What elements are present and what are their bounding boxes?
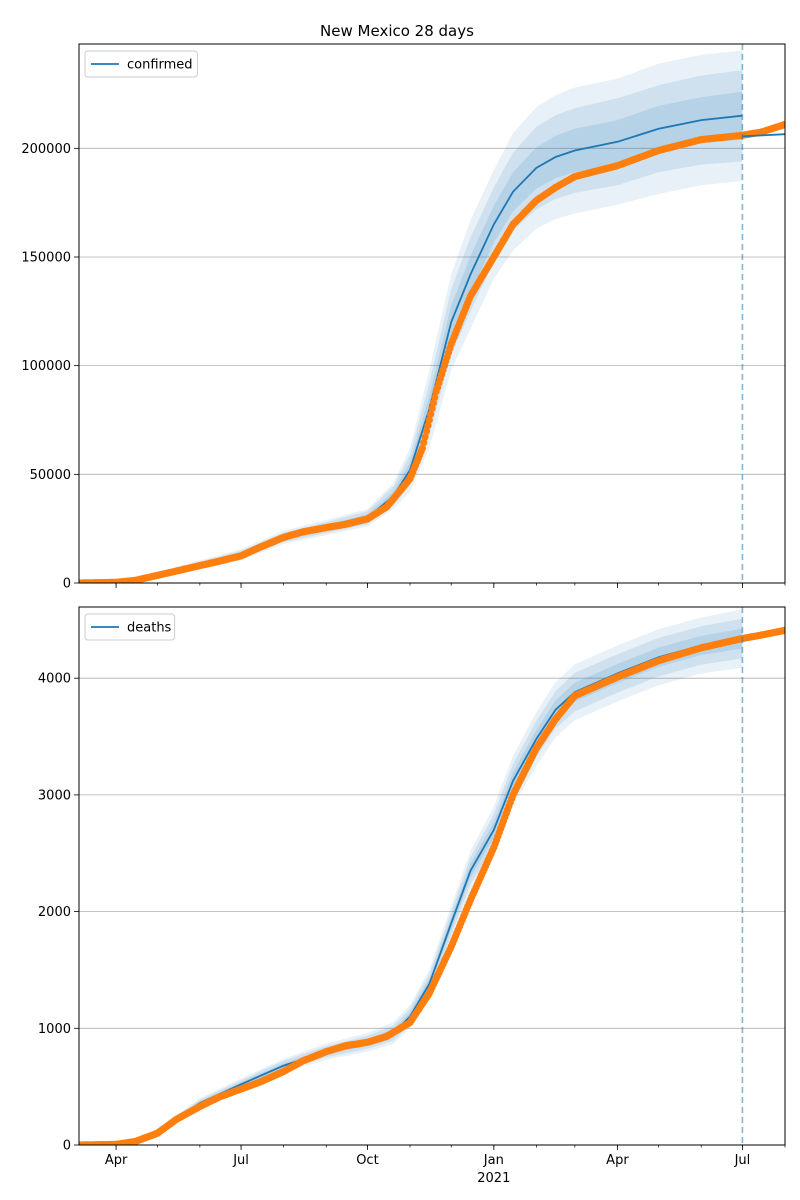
data-area	[79, 609, 785, 1145]
confirmed-chart-panel: New Mexico 28 days 0 50000 100000 150000 200…	[21, 22, 786, 592]
y-tick-label: 2000	[38, 905, 71, 920]
y-tick-label: 200000	[21, 142, 71, 157]
observed-point	[418, 444, 426, 452]
x-tick-label: Apr	[105, 1153, 128, 1168]
y-tick-label: 50000	[30, 468, 71, 483]
x-tick-label: Oct	[356, 1153, 378, 1168]
legend-label: deaths	[127, 621, 172, 636]
x-tick-sublabel: 2021	[477, 1171, 510, 1186]
axes-frame	[78, 43, 786, 584]
legend: deaths	[84, 613, 176, 641]
observed-point	[429, 399, 437, 407]
x-tick-label: Jul	[232, 1153, 249, 1168]
legend: confirmed	[84, 50, 198, 78]
data-area	[79, 50, 785, 583]
observed-point	[427, 410, 435, 418]
axes-frame	[78, 606, 786, 1146]
y-tick-label: 1000	[38, 1022, 71, 1037]
observed-point	[420, 439, 428, 447]
legend-box	[84, 613, 176, 641]
observed-point	[428, 405, 436, 413]
observed-point	[781, 626, 785, 634]
uncertainty-band	[79, 50, 743, 583]
uncertainty-band	[79, 628, 743, 1145]
y-tick-label: 4000	[38, 672, 71, 687]
chart-title: New Mexico 28 days	[320, 22, 474, 40]
observed-point	[425, 416, 433, 424]
legend-box	[84, 50, 198, 78]
y-tick-label: 3000	[38, 788, 71, 803]
model-line	[79, 637, 743, 1145]
legend-label: confirmed	[127, 58, 193, 73]
x-tick-label: Apr	[606, 1153, 629, 1168]
y-tick-label: 0	[63, 577, 71, 592]
reference-line	[742, 133, 785, 138]
uncertainty-band	[79, 618, 743, 1145]
observed-point	[421, 433, 429, 441]
uncertainty-band	[79, 91, 743, 583]
observed-point	[781, 120, 785, 128]
x-tick-label: Jul	[734, 1153, 751, 1168]
observed-point	[424, 422, 432, 430]
observed-point	[422, 427, 431, 435]
y-tick-label: 100000	[21, 359, 71, 374]
y-tick-label: 150000	[21, 250, 71, 265]
deaths-chart-panel: 0 1000 2000 3000 4000 Apr Jul Oct Jan 2021 Apr Jul d…	[38, 606, 786, 1186]
x-tick-label: Jan	[483, 1153, 504, 1168]
observed-point	[431, 393, 439, 401]
y-tick-label: 0	[63, 1139, 71, 1154]
uncertainty-band	[79, 609, 743, 1145]
